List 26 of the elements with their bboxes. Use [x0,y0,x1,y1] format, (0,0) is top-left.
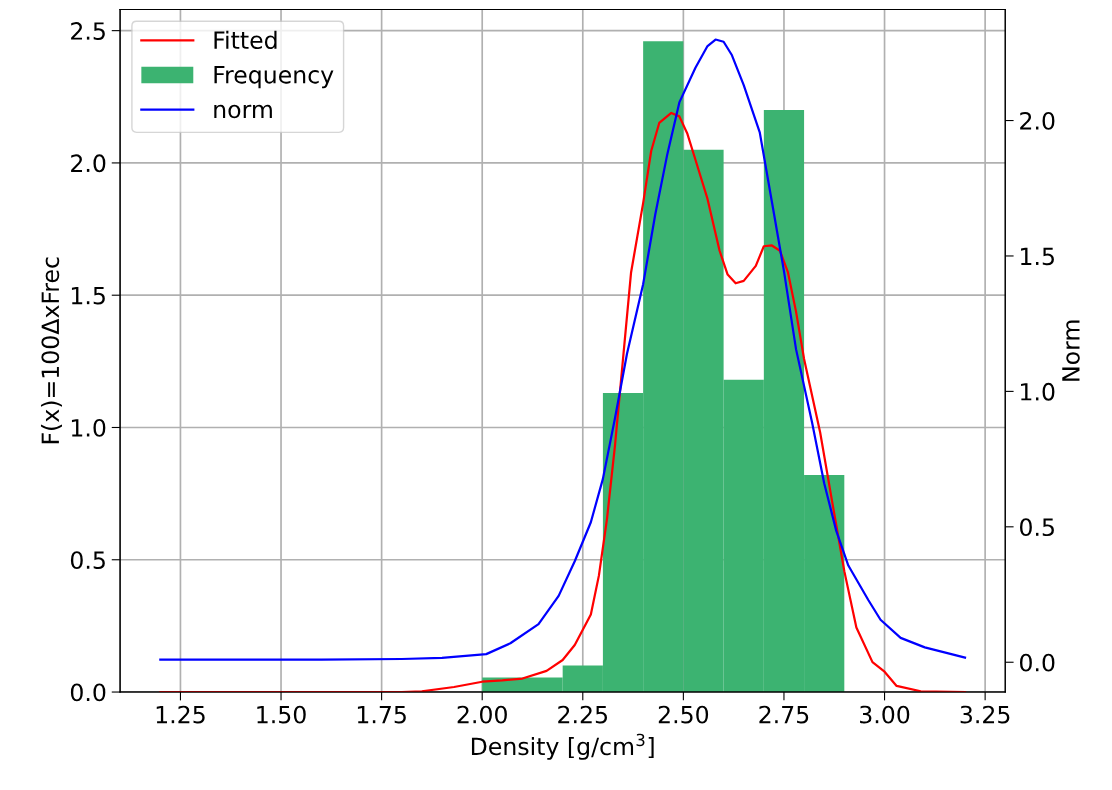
y-tick-label: 2.0 [71,154,106,173]
y-tick-label: 2.5 [71,22,105,40]
x-tick-label: 3.00 [860,705,910,724]
y2-tick-label: 2.0 [1020,111,1055,130]
legend-label: Frequency [214,66,334,89]
legend-label: norm [214,104,272,119]
y-tick-label: 1.5 [71,286,105,305]
x-tick-label: 3.25 [960,705,1010,724]
x-tick-label: 1.50 [257,705,306,724]
y2-tick-label: 0.5 [1020,518,1054,537]
y2-tick-label: 0.0 [1020,653,1055,672]
x-tick-label: 1.25 [156,705,205,724]
x-tick-label: 2.00 [457,705,507,724]
x-tick-label: 1.75 [357,705,406,724]
x-tick-label: 2.25 [558,705,608,724]
y-axis-title: F(x)=100ΔxFrec [40,257,62,444]
x-tick-label: 2.50 [658,705,709,724]
y-tick-label: 0.0 [70,683,106,702]
y2-axis-title: Norm [1062,320,1080,381]
y2-tick-label: 1.0 [1021,382,1055,401]
legend-label: Fitted [214,30,277,50]
y-tick-label: 0.5 [70,551,105,570]
x-axis-title: Density [g/cm$^{3}$] [471,733,654,760]
y2-tick-label: 1.5 [1021,247,1054,266]
y-tick-label: 1.0 [71,418,106,437]
x-tick-label: 2.75 [759,705,809,724]
